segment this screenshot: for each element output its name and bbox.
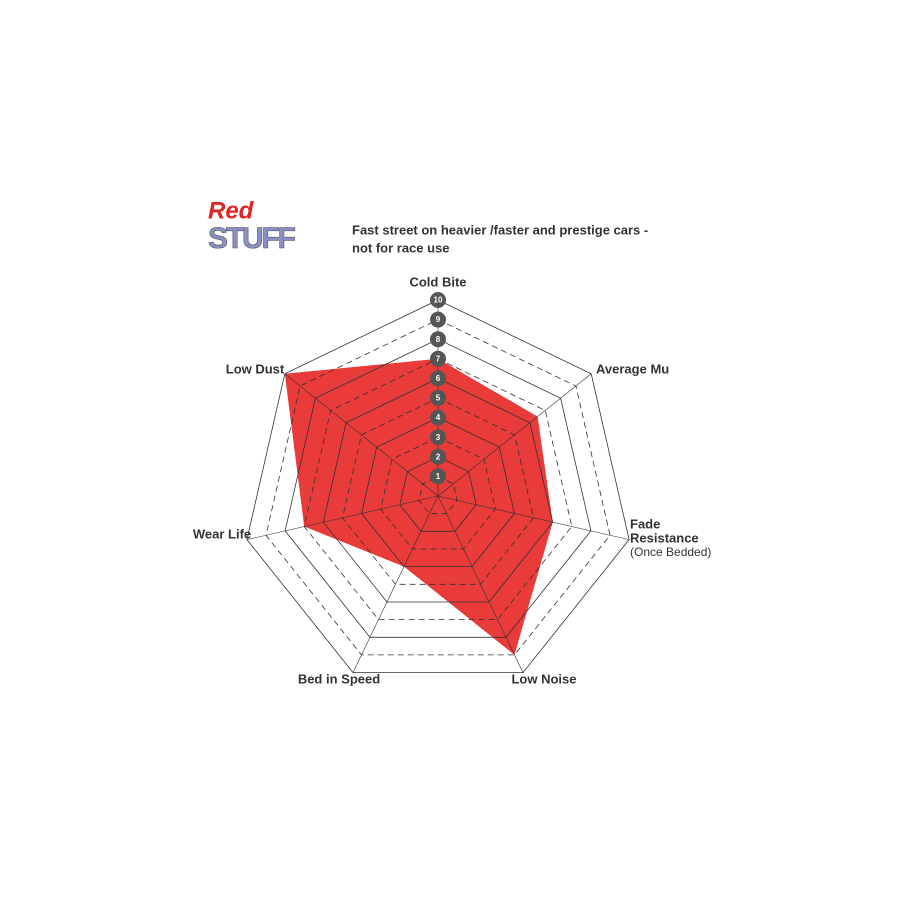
axis-label: Wear Life [193, 526, 251, 541]
chart-title: not for race use [352, 240, 450, 255]
tick-label: 5 [436, 394, 441, 403]
tick-label: 8 [436, 335, 441, 344]
spoke [437, 373, 592, 497]
axis-label: Bed in Speed [298, 671, 380, 686]
tick-label: 2 [436, 452, 441, 461]
data-area [284, 358, 553, 655]
tick-label: 6 [436, 374, 441, 383]
spoke [437, 495, 630, 540]
tick-label: 1 [436, 472, 441, 481]
tick-marker [430, 429, 446, 446]
tick-marker [430, 448, 446, 465]
axis-label: Low Noise [511, 671, 576, 686]
tick-label: 4 [436, 413, 441, 422]
spoke [246, 495, 439, 540]
tick-marker [430, 311, 446, 328]
chart-title: Fast street on heavier /faster and prest… [352, 222, 648, 237]
grid-ring [265, 319, 611, 656]
tick-label: 3 [436, 433, 441, 442]
axis-label: Average Mu [596, 361, 669, 376]
logo-stuff: STUFF [208, 222, 296, 255]
tick-marker [430, 292, 446, 308]
tick-label: 9 [436, 315, 441, 324]
tick-marker [430, 331, 446, 348]
grid-ring [361, 417, 515, 567]
axis-label: Resistance [630, 530, 699, 545]
tick-marker [430, 350, 446, 367]
spoke [437, 495, 524, 673]
grid-ring [284, 338, 592, 638]
spoke [352, 495, 439, 673]
tick-marker [430, 409, 446, 426]
grid-ring [399, 456, 477, 532]
logo-red: Red [208, 197, 255, 224]
tick-marker [430, 370, 446, 387]
grid-ring [246, 299, 630, 673]
tick-marker [430, 390, 446, 406]
axis-label: Cold Bite [409, 274, 466, 289]
axis-label: (Once Bedded) [630, 545, 711, 559]
axis-label: Low Dust [226, 361, 285, 376]
axis-label: Fade [630, 516, 660, 531]
grid-ring [303, 358, 573, 620]
tick-label: 7 [436, 354, 441, 363]
grid-ring [322, 377, 554, 603]
tick-marker [430, 468, 446, 485]
spoke [284, 373, 439, 497]
tick-label: 10 [434, 296, 443, 305]
grid-ring [342, 397, 534, 585]
